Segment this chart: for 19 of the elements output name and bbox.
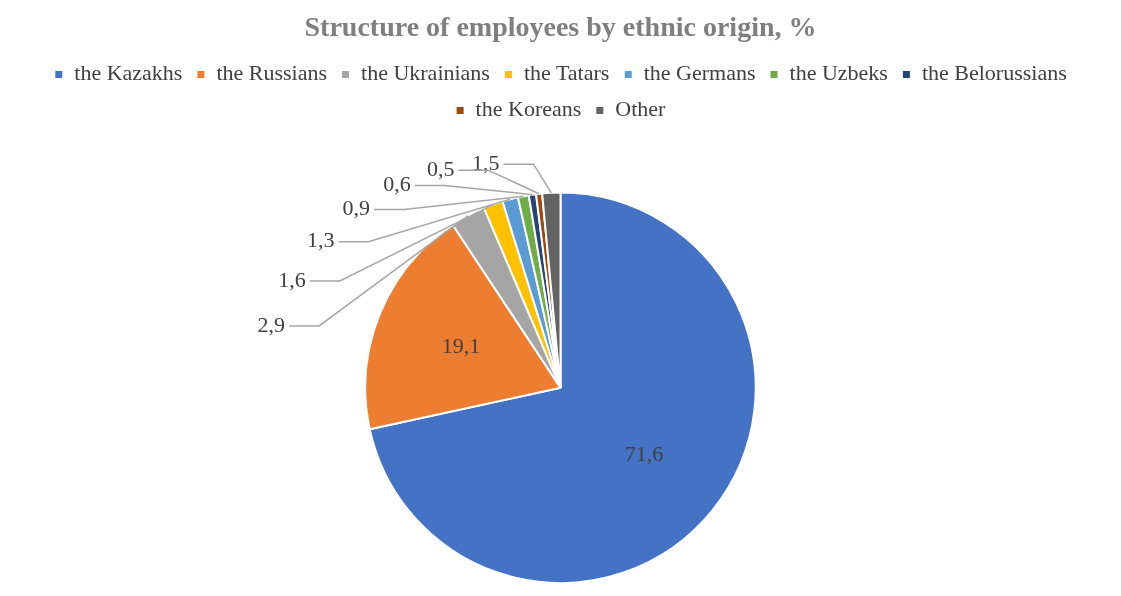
legend-label: Other xyxy=(615,96,667,122)
legend-label: the Belorussians xyxy=(921,60,1067,86)
legend-label: the Germans xyxy=(643,60,756,86)
data-label: 1,5 xyxy=(472,150,500,175)
data-label: 0,6 xyxy=(383,171,411,197)
data-label: 2,9 xyxy=(257,311,286,337)
legend-label: the Ukrainians xyxy=(361,60,490,86)
legend-label: the Kazakhs xyxy=(74,60,183,86)
data-label: 1,3 xyxy=(307,227,335,253)
data-label: 1,6 xyxy=(278,266,306,292)
legend-label: the Tatars xyxy=(523,60,610,86)
data-label: 19,1 xyxy=(441,333,481,359)
legend-label: the Russians xyxy=(216,60,328,86)
chart-title: Structure of employees by ethnic origin, % xyxy=(304,11,817,43)
legend-label: the Koreans xyxy=(475,96,582,122)
data-label: 71,6 xyxy=(624,440,664,466)
legend-label: the Uzbeks xyxy=(789,60,888,86)
data-label: 0,9 xyxy=(342,195,371,221)
data-label: 0,5 xyxy=(426,156,455,182)
